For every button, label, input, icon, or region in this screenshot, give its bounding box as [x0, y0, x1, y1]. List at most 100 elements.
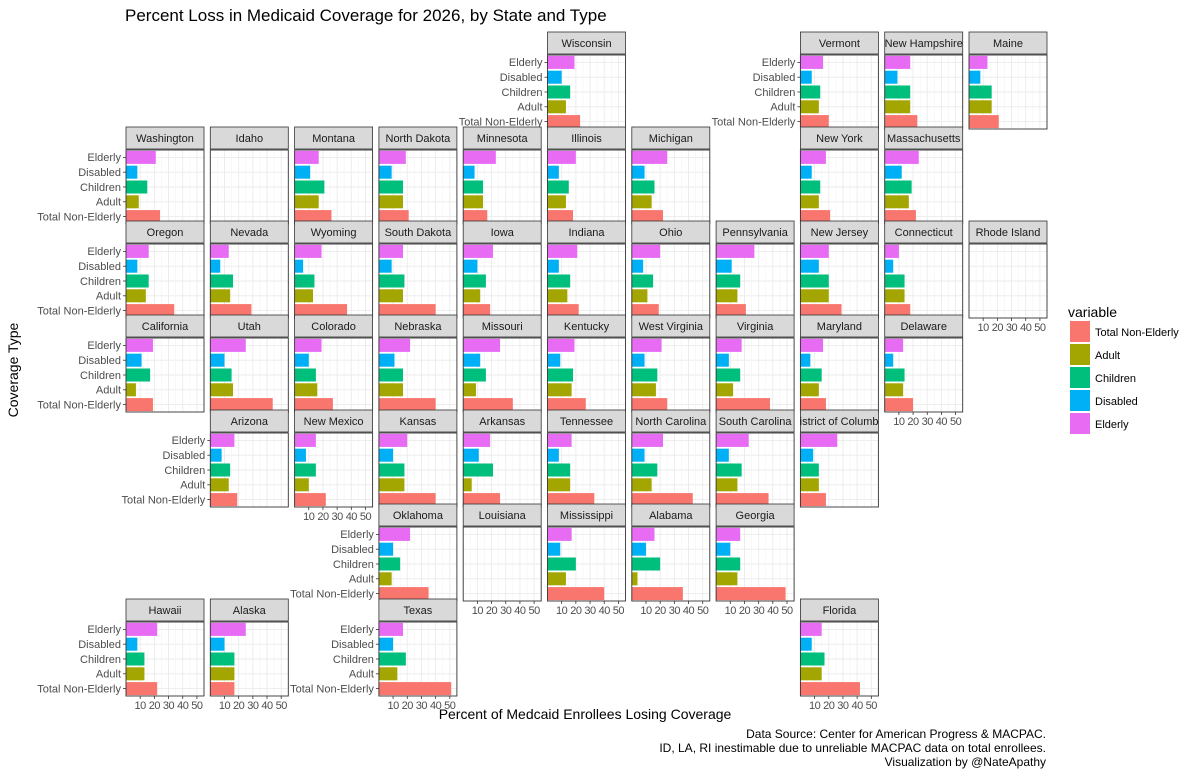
strip-label-texas: Texas	[404, 605, 433, 617]
strip-maine	[968, 31, 1048, 55]
strip-arizona	[209, 409, 289, 433]
bar-delaware-children	[884, 368, 905, 382]
x-tick-label-20: 20	[233, 700, 245, 712]
bar-north-dakota-adult	[378, 195, 404, 209]
bar-new-mexico-elderly	[294, 433, 316, 447]
x-tick-label-10: 10	[809, 700, 821, 712]
bar-arizona-disabled	[210, 448, 222, 462]
bar-tennessee-children	[547, 463, 571, 477]
panel-west-virginia: West Virginia	[631, 314, 711, 413]
y-axis-oregon: Elderly Disabled Children Adult Total Non-El…	[37, 246, 126, 317]
strip-label-arizona: Arizona	[231, 416, 269, 428]
bar-pennsylvania-elderly	[716, 244, 755, 258]
strip-north-carolina	[631, 409, 711, 433]
legend-swatch-adult	[1070, 344, 1090, 365]
bar-michigan-disabled	[631, 165, 645, 179]
bar-nebraska-adult	[378, 383, 404, 397]
bar-massachusetts-children	[884, 180, 912, 194]
bar-virginia-disabled	[716, 353, 729, 367]
legend-label-adult: Adult	[1095, 350, 1120, 362]
panel-wyoming: Wyoming	[294, 220, 374, 319]
y-tick-label-adult: Adult	[96, 291, 121, 303]
bar-hawaii-total-non-elderly	[126, 682, 158, 696]
legend-swatch-disabled	[1070, 390, 1090, 411]
bar-texas-adult	[378, 667, 398, 681]
strip-label-new-hampshire: New Hampshire	[885, 38, 963, 50]
y-tick-label-elderly: Elderly	[340, 624, 374, 636]
panel-south-carolina: South Carolina	[715, 409, 795, 508]
x-tick-label-20: 20	[823, 700, 835, 712]
bar-iowa-children	[463, 274, 486, 288]
legend-swatch-elderly	[1070, 413, 1090, 434]
x-tick-label-20: 20	[402, 700, 414, 712]
panel-kansas: Kansas	[378, 409, 458, 508]
bar-minnesota-total-non-elderly	[463, 210, 488, 224]
bar-district-of-columbia-adult	[800, 478, 819, 492]
panel-border-alabama	[631, 526, 711, 602]
bar-connecticut-adult	[884, 289, 905, 303]
bar-alaska-total-non-elderly	[210, 682, 235, 696]
x-axis-florida: 10 20 30 40 50	[809, 696, 878, 712]
x-tick-label-20: 20	[655, 605, 667, 617]
bar-nevada-elderly	[210, 244, 229, 258]
bar-missouri-elderly	[463, 338, 501, 352]
strip-label-utah: Utah	[238, 321, 261, 333]
bar-iowa-elderly	[463, 244, 493, 258]
x-tick-label-40: 40	[936, 416, 948, 428]
y-tick-label-disabled: Disabled	[78, 355, 121, 367]
strip-alaska	[209, 598, 289, 622]
strip-label-wyoming: Wyoming	[311, 227, 357, 239]
strip-label-oklahoma: Oklahoma	[393, 510, 444, 522]
x-tick-label-50: 50	[950, 416, 962, 428]
x-tick-label-30: 30	[416, 700, 428, 712]
y-tick-label-children: Children	[164, 465, 205, 477]
bar-montana-adult	[294, 195, 319, 209]
bar-maine-elderly	[969, 55, 988, 69]
strip-label-kansas: Kansas	[400, 416, 437, 428]
bar-nevada-children	[210, 274, 233, 288]
strip-district-of-columbia	[800, 409, 879, 433]
bar-hawaii-disabled	[126, 637, 138, 651]
x-tick-label-30: 30	[1006, 322, 1018, 334]
bar-north-carolina-children	[631, 463, 658, 477]
strip-label-maine: Maine	[993, 38, 1023, 50]
strip-label-hawaii: Hawaii	[148, 605, 181, 617]
panel-border-rhode-island	[968, 243, 1048, 319]
bar-west-virginia-disabled	[631, 353, 645, 367]
strip-label-arkansas: Arkansas	[479, 416, 525, 428]
y-axis-hawaii: Elderly Disabled Children Adult Total Non-El…	[37, 624, 126, 695]
strip-label-west-virginia: West Virginia	[639, 321, 704, 333]
y-axis-arizona: Elderly Disabled Children Adult Total Non-El…	[122, 435, 211, 506]
x-tick-label-30: 30	[332, 511, 344, 523]
bar-new-hampshire-total-non-elderly	[884, 115, 918, 129]
strip-wyoming	[294, 220, 374, 244]
strip-label-indiana: Indiana	[568, 227, 605, 239]
bar-colorado-adult	[294, 383, 318, 397]
x-tick-label-20: 20	[317, 511, 329, 523]
bar-iowa-total-non-elderly	[463, 304, 491, 318]
bar-oregon-total-non-elderly	[126, 304, 175, 318]
x-tick-label-20: 20	[570, 605, 582, 617]
bar-wisconsin-elderly	[547, 55, 575, 69]
bar-michigan-elderly	[631, 150, 668, 164]
x-tick-label-30: 30	[247, 700, 259, 712]
x-tick-label-40: 40	[346, 511, 358, 523]
bar-oklahoma-children	[378, 557, 401, 571]
bar-mississippi-children	[547, 557, 576, 571]
x-tick-label-20: 20	[486, 605, 498, 617]
bar-illinois-children	[547, 180, 569, 194]
panel-nevada: Nevada	[209, 220, 289, 319]
panel-iowa: Iowa	[462, 220, 542, 319]
x-tick-label-10: 10	[135, 700, 147, 712]
bar-illinois-disabled	[547, 165, 559, 179]
bar-new-mexico-children	[294, 463, 316, 477]
panel-maryland: Maryland	[799, 314, 879, 413]
bar-pennsylvania-adult	[716, 289, 738, 303]
bar-new-york-total-non-elderly	[800, 210, 831, 224]
x-tick-label-50: 50	[781, 605, 793, 617]
bar-new-hampshire-elderly	[884, 55, 911, 69]
bar-district-of-columbia-total-non-elderly	[800, 493, 826, 507]
bar-massachusetts-total-non-elderly	[884, 210, 916, 224]
strip-label-oregon: Oregon	[147, 227, 184, 239]
bar-maine-total-non-elderly	[969, 115, 999, 129]
